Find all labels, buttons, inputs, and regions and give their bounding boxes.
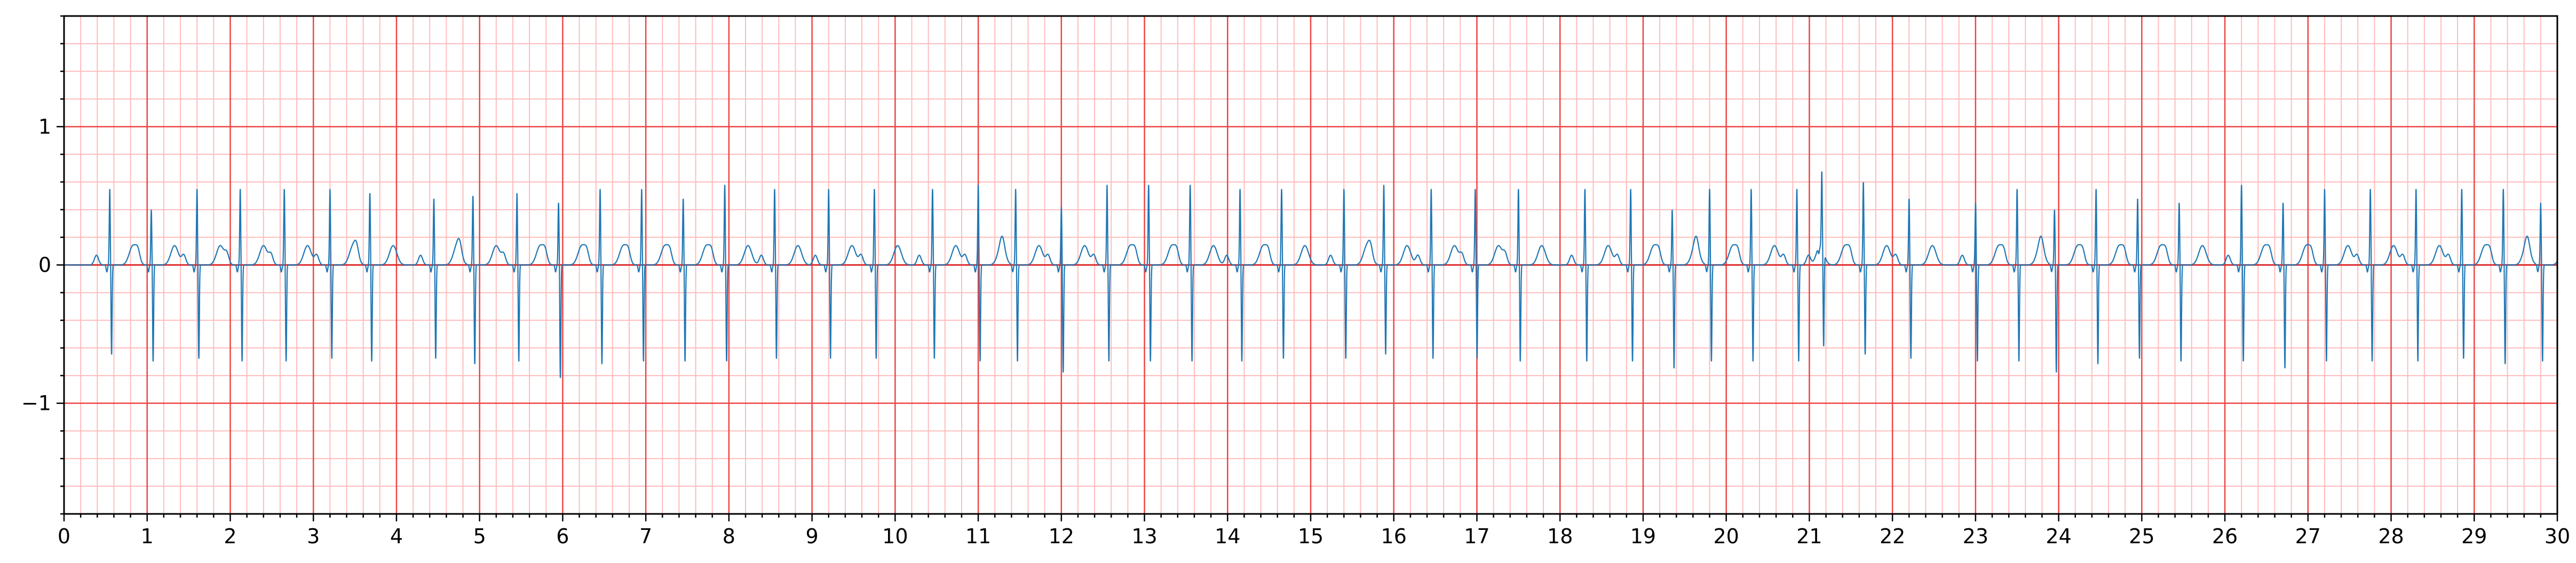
axis-ticks [57, 15, 2558, 521]
x-tick-label: 19 [1630, 525, 1656, 548]
x-tick-label: 1 [141, 525, 154, 548]
y-tick-label: −1 [21, 392, 51, 415]
x-tick-label: 23 [1963, 525, 1988, 548]
x-tick-label: 17 [1464, 525, 1489, 548]
x-tick-label: 9 [806, 525, 819, 548]
x-tick-label: 2 [224, 525, 236, 548]
x-tick-label: 6 [556, 525, 569, 548]
x-tick-label: 21 [1796, 525, 1822, 548]
x-tick-label: 27 [2295, 525, 2321, 548]
x-tick-label: 26 [2212, 525, 2238, 548]
x-tick-label: 16 [1381, 525, 1407, 548]
x-tick-label: 7 [639, 525, 652, 548]
x-tick-label: 24 [2046, 525, 2071, 548]
x-tick-label: 4 [390, 525, 403, 548]
x-tick-label: 18 [1547, 525, 1573, 548]
ecg-trace [64, 171, 2558, 378]
x-tick-label: 10 [882, 525, 908, 548]
x-tick-label: 12 [1049, 525, 1074, 548]
x-tick-label: 14 [1215, 525, 1240, 548]
x-tick-label: 0 [58, 525, 70, 548]
y-axis-tick-labels: −1 0 1 [21, 115, 51, 415]
x-tick-label: 30 [2545, 525, 2570, 548]
x-tick-label: 11 [965, 525, 991, 548]
x-tick-label: 5 [473, 525, 486, 548]
y-tick-label: 0 [38, 253, 51, 277]
y-tick-label: 1 [38, 115, 51, 138]
x-tick-label: 8 [723, 525, 735, 548]
x-tick-label: 20 [1713, 525, 1739, 548]
x-tick-label: 15 [1298, 525, 1323, 548]
x-tick-label: 3 [307, 525, 320, 548]
x-axis-tick-labels: 0 1 2 3 4 5 6 7 8 9 10 11 12 13 14 15 16 17 18 19 20 21 22 23 24… [58, 525, 2570, 548]
x-tick-label: 29 [2461, 525, 2487, 548]
x-tick-label: 22 [1880, 525, 1905, 548]
x-tick-label: 28 [2378, 525, 2404, 548]
x-tick-label: 25 [2129, 525, 2154, 548]
x-tick-label: 13 [1131, 525, 1157, 548]
